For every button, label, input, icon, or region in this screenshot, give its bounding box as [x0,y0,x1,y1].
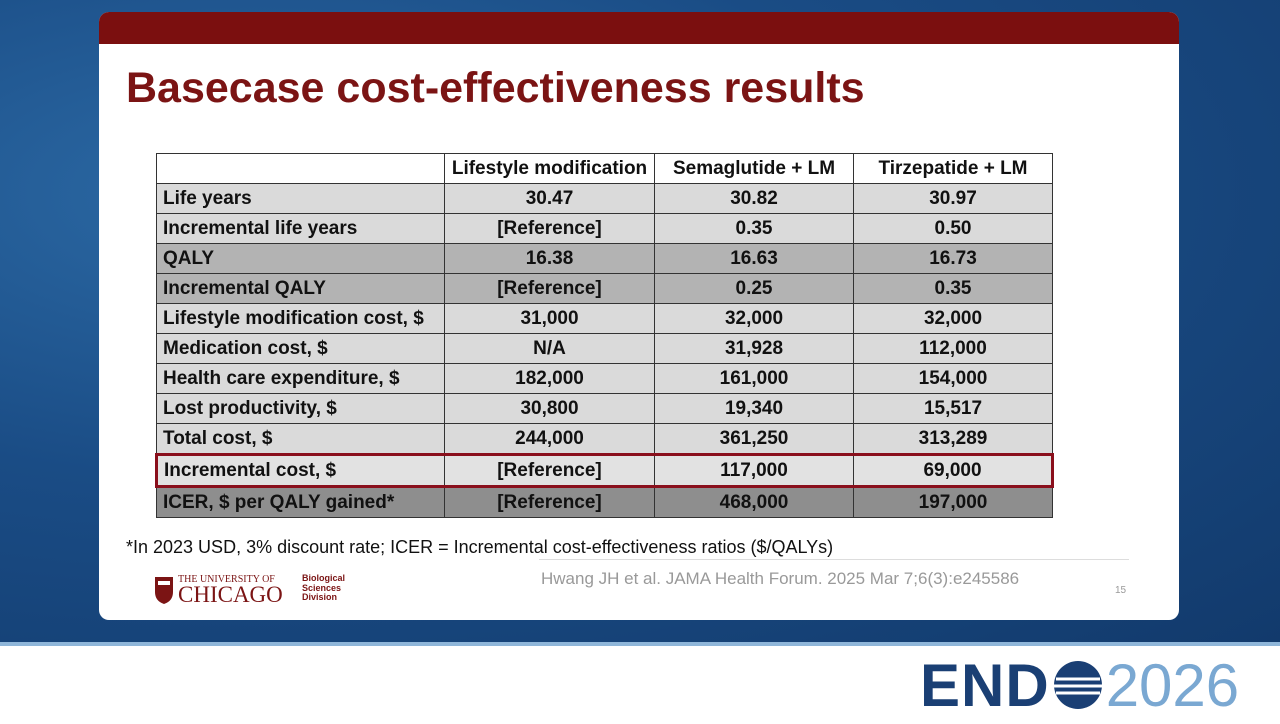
table-row: Total cost, $244,000 361,250 313,289 [156,423,1053,455]
cell: 161,000 [654,363,854,394]
logo-line: THE UNIVERSITY OF [178,574,275,585]
table-row: Health care expenditure, $182,000 161,000… [156,363,1053,394]
globe [1053,661,1102,709]
table-row: Medication cost, $ N/A 31,928 112,000 [156,333,1053,364]
divider [539,559,1129,560]
row-label: Medication cost, $ [156,333,445,364]
division-line: Biological [302,573,346,583]
row-label: Total cost, $ [156,423,445,455]
cell: 16.63 [654,243,854,274]
header-bar [99,12,1179,44]
cell: 0.35 [654,213,854,244]
cell: [Reference] [444,453,655,488]
cell: 30.47 [444,183,655,214]
crest [155,577,173,604]
row-label: ICER, $ per QALY gained* [156,486,445,518]
column-header: Tirzepatide + LM [853,153,1053,184]
footnote: *In 2023 USD, 3% discount rate; ICER = I… [126,537,834,557]
header-row: Lifestyle modification Semaglutide + LM Ti… [156,153,1053,184]
slide-number: 15 [1115,585,1127,596]
cell: 154,000 [853,363,1053,394]
cell: N/A [444,333,655,364]
corner-cell [156,153,445,184]
cell: 16.38 [444,243,655,274]
cell: 16.73 [853,243,1053,274]
cell: 30.97 [853,183,1053,214]
results-table: Lifestyle modification Semaglutide + LM Ti… [155,153,1054,518]
table-row: Incremental cost, $ [Reference] 117,000 69,… [155,453,1054,488]
conference-logo: END 2026 [920,651,1240,719]
row-label: Lost productivity, $ [156,393,445,424]
logo-text: END [920,651,1050,719]
cell: 313,289 [853,423,1053,455]
row-label: Life years [156,183,445,214]
division-line: Division [302,592,338,602]
table-row: ICER, $ per QALY gained* [Reference] 468,0… [156,486,1053,518]
cell: 32,000 [853,303,1053,334]
cell: 468,000 [654,486,854,518]
cell: 0.25 [654,273,854,304]
cell: 182,000 [444,363,655,394]
column-header: Semaglutide + LM [654,153,854,184]
row-label: Incremental cost, $ [155,453,445,488]
cell: 0.50 [853,213,1053,244]
row-label: Incremental life years [156,213,445,244]
table-row: Incremental QALY [Reference] 0.25 0.35 [156,273,1053,304]
cell: 31,000 [444,303,655,334]
slide: Basecase cost-effectiveness results Life… [99,12,1179,620]
row-label: Incremental QALY [156,273,445,304]
cell: 30,800 [444,393,655,424]
cell: [Reference] [444,486,655,518]
row-label: Lifestyle modification cost, $ [156,303,445,334]
logo-year: 2026 [1105,651,1240,719]
cell: 112,000 [853,333,1053,364]
cell: 361,250 [654,423,854,455]
table-row: Lost productivity, $30,800 19,340 15,517 [156,393,1053,424]
row-label: QALY [156,243,445,274]
division: Biological Sciences Division [302,573,346,603]
table-row: Life years 30.47 30.82 30.97 [156,183,1053,214]
cell: 117,000 [654,453,854,488]
slide-title: Basecase cost-effectiveness results [126,64,865,112]
cell: 15,517 [853,393,1053,424]
logo-name: CHICAGO [178,582,283,607]
citation: Hwang JH et al. JAMA Health Forum. 2025 … [541,569,1020,588]
cell: 19,340 [654,393,854,424]
division-line: Sciences [302,582,342,593]
table-row: Lifestyle modification cost, $31,000 32,0… [156,303,1053,334]
cell: 32,000 [654,303,854,334]
row-label: Health care expenditure, $ [156,363,445,394]
cell: 244,000 [444,423,655,455]
column-header: Lifestyle modification [444,153,655,184]
cell: 69,000 [853,453,1054,488]
cell: 0.35 [853,273,1053,304]
cell: [Reference] [444,213,655,244]
cell: [Reference] [444,273,655,304]
cell: 31,928 [654,333,854,364]
cell: 30.82 [654,183,854,214]
table-row: QALY 16.38 16.63 16.73 [156,243,1053,274]
cell: 197,000 [853,486,1053,518]
table-row: Incremental life years [Reference] 0.35 0.5… [156,213,1053,244]
